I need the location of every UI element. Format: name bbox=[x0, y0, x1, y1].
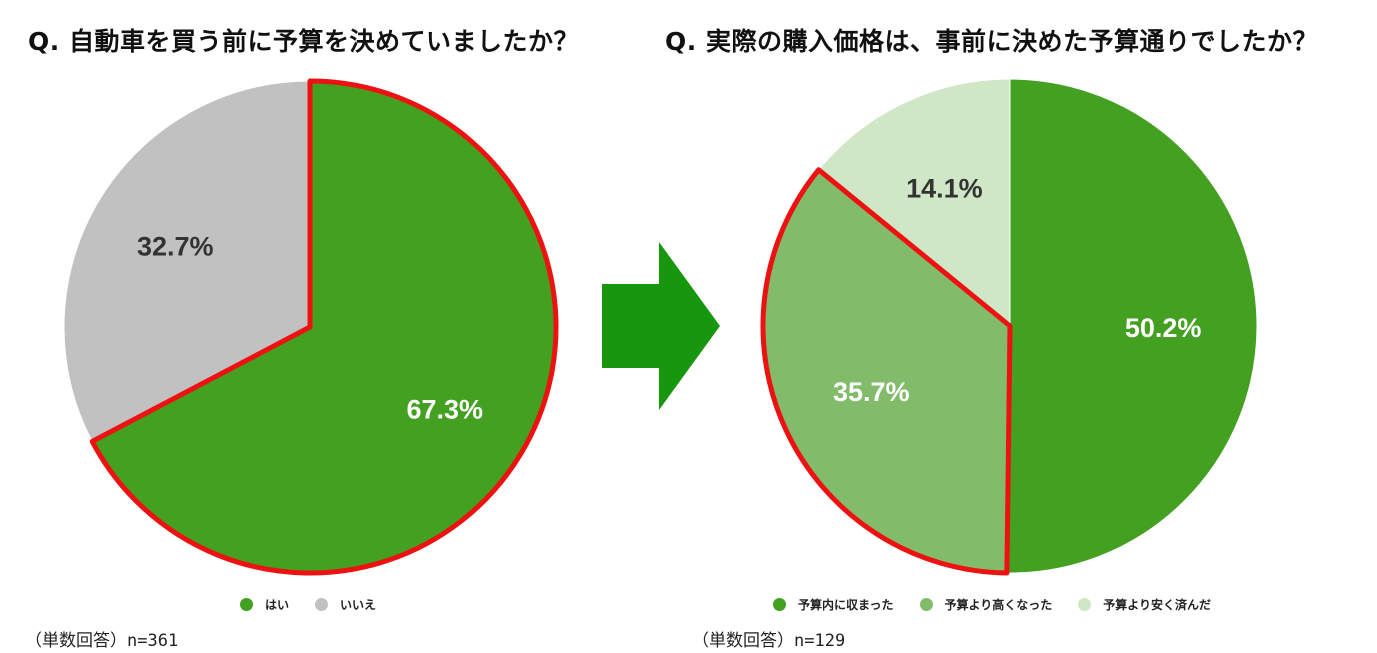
legend-label: はい bbox=[265, 598, 290, 612]
legend-swatch bbox=[315, 598, 329, 611]
data-label: 14.1% bbox=[906, 174, 983, 204]
legend-swatch bbox=[240, 598, 253, 611]
pie-chart: 67.3% 32.7% bbox=[63, 78, 559, 576]
pie-slice-2 bbox=[63, 80, 311, 443]
chart-budget-decided: Q. 自動車を買う前に予算を決めていましたか？ 67.3% 32.7% はい いい… bbox=[0, 0, 640, 653]
data-label: 50.2% bbox=[1125, 313, 1202, 343]
legend-item: いいえ bbox=[315, 596, 376, 613]
highlight-outline bbox=[760, 167, 1013, 576]
data-label: 67.3% bbox=[406, 394, 483, 424]
chart-title: Q. 実際の購入価格は、事前に決めた予算通りでしたか？ bbox=[665, 27, 1318, 56]
legend-item: 予算より安く済んだ bbox=[1078, 596, 1211, 613]
legend: 予算内に収まった 予算より高くなった 予算より安く済んだ bbox=[773, 596, 1237, 613]
pie-chart: 50.2% 35.7% 14.1% bbox=[760, 78, 1258, 576]
legend-label: 予算より安く済んだ bbox=[1103, 598, 1212, 612]
legend: はい いいえ bbox=[240, 596, 402, 613]
arrow-right-icon bbox=[602, 242, 720, 410]
legend-item: 予算内に収まった bbox=[773, 596, 894, 613]
legend-label: いいえ bbox=[340, 598, 377, 612]
pie-slice-1 bbox=[1006, 78, 1258, 574]
arrow-shape bbox=[602, 242, 720, 410]
data-label: 32.7% bbox=[137, 232, 214, 262]
legend-item: はい bbox=[240, 596, 289, 613]
highlight-outline bbox=[89, 78, 559, 576]
legend-swatch bbox=[919, 598, 933, 611]
legend-label: 予算内に収まった bbox=[798, 598, 894, 612]
sample-size-note: （単数回答）n=129 bbox=[692, 631, 846, 651]
data-label: 35.7% bbox=[833, 377, 910, 407]
legend-swatch bbox=[773, 598, 786, 611]
legend-item: 予算より高くなった bbox=[919, 596, 1053, 613]
legend-swatch bbox=[1078, 598, 1092, 611]
chart-budget-result: Q. 実際の購入価格は、事前に決めた予算通りでしたか？ 50.2% 35.7% 14… bbox=[640, 0, 1377, 653]
chart-title: Q. 自動車を買う前に予算を決めていましたか？ bbox=[28, 27, 579, 56]
sample-size-note: （単数回答）n=361 bbox=[25, 631, 179, 651]
pie-slice-3 bbox=[817, 78, 1011, 328]
legend-label: 予算より高くなった bbox=[944, 598, 1053, 612]
